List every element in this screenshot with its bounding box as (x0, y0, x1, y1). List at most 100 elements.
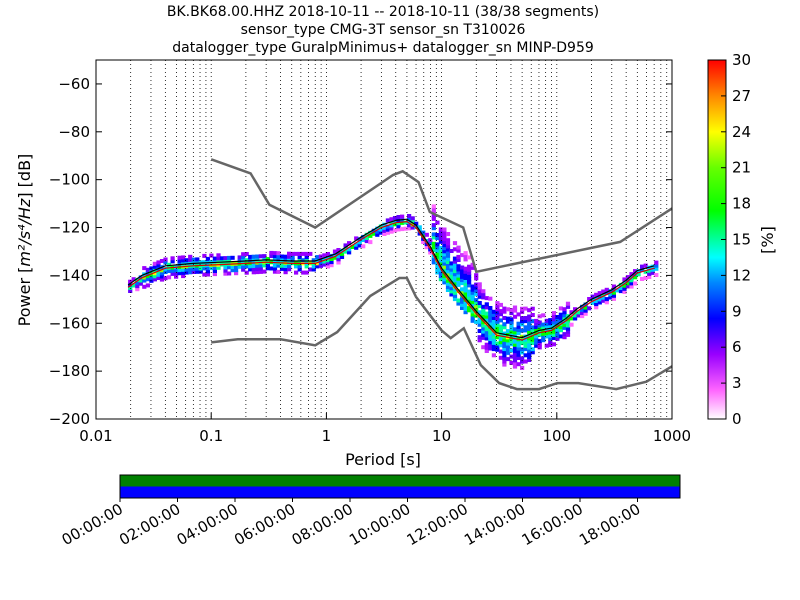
heat-cell (565, 304, 571, 309)
heat-cell (509, 329, 514, 334)
heat-cell (502, 309, 507, 314)
heat-cell (604, 287, 609, 292)
heat-cell (442, 255, 447, 260)
heat-cell (145, 283, 150, 288)
heat-cell (287, 257, 292, 262)
heat-cell (470, 300, 475, 305)
heat-cell (502, 325, 507, 330)
heat-cell (481, 311, 486, 315)
heat-cell (495, 322, 500, 327)
heat-cell (279, 263, 285, 268)
heat-cell (223, 271, 228, 276)
heat-cell (544, 325, 549, 329)
heat-cell (209, 253, 214, 258)
heat-cell (512, 333, 518, 338)
heat-cell (244, 264, 249, 269)
heat-cell (512, 330, 518, 335)
heat-cell (491, 322, 496, 327)
heat-cell (170, 256, 175, 261)
heat-cell (442, 261, 447, 266)
heat-cell (128, 289, 133, 293)
heat-cell (460, 281, 465, 286)
heat-cell (177, 271, 182, 276)
heat-cell (495, 344, 500, 349)
heat-cell (445, 275, 451, 280)
heat-cell (449, 289, 454, 294)
heat-cell (502, 337, 507, 342)
heat-cell (491, 331, 496, 336)
heat-cell (149, 278, 154, 283)
heat-cell (488, 312, 493, 317)
heat-cell (364, 239, 369, 244)
heat-cell (488, 315, 493, 320)
heat-cell (467, 264, 472, 269)
heat-cell (523, 325, 528, 330)
heat-cell (262, 263, 267, 268)
heat-cell (512, 361, 518, 366)
y-tick-label: −60 (58, 75, 90, 93)
heat-cell (481, 307, 486, 312)
heat-cell (223, 268, 228, 273)
heat-cell (188, 267, 193, 272)
heat-cell (272, 251, 278, 256)
heat-cell (541, 338, 546, 343)
heat-cell (509, 326, 514, 331)
heat-cell (527, 323, 532, 328)
heat-cell (336, 260, 341, 265)
heat-cell (460, 253, 465, 258)
heat-cell (565, 323, 571, 328)
heat-cell (594, 302, 599, 307)
heat-cell (495, 319, 500, 324)
heat-cell (523, 344, 528, 348)
heat-cell (618, 282, 624, 287)
heat-cell (322, 259, 327, 264)
heat-cell (241, 258, 246, 263)
colorbar-tick-label: 3 (732, 374, 742, 392)
heat-cell (505, 316, 511, 321)
noise-model-lines (127, 158, 673, 391)
mode-line (127, 218, 655, 339)
heat-cell (283, 264, 288, 268)
heat-cell (633, 281, 638, 286)
heat-cell (622, 280, 627, 285)
heat-cell (463, 254, 468, 259)
heat-cell (537, 332, 542, 337)
heat-cell (166, 269, 172, 273)
heat-cell (400, 214, 405, 219)
heat-cell (431, 244, 436, 249)
heat-cell (583, 302, 588, 307)
heat-cell (534, 340, 539, 345)
heat-cell (234, 271, 239, 276)
heat-cell (435, 245, 440, 250)
heat-cell (452, 269, 458, 274)
heat-cell (534, 337, 539, 342)
colorbar-tick-label: 18 (732, 195, 751, 213)
heat-cell (548, 333, 553, 338)
heat-cell (477, 304, 482, 309)
heat-cell (456, 258, 461, 262)
heat-cell (622, 289, 627, 294)
heat-cell (452, 278, 458, 283)
heat-cell (442, 227, 447, 232)
heat-cell (622, 286, 627, 291)
heat-cell (311, 264, 316, 269)
heat-cell (470, 315, 475, 320)
heat-cell (308, 251, 313, 256)
heat-cell (470, 284, 475, 289)
heat-cell (495, 329, 500, 334)
heat-cell (347, 241, 352, 246)
heat-cell (484, 317, 489, 322)
heat-cell (435, 220, 440, 225)
heat-cell (484, 333, 489, 338)
heat-cell (205, 256, 210, 261)
heat-cell (583, 308, 588, 313)
heat-cell (594, 305, 599, 310)
heat-cell (484, 311, 489, 316)
heat-cell (315, 255, 320, 260)
heat-cell (650, 267, 655, 272)
heat-cell (481, 345, 486, 350)
heat-cell (516, 331, 521, 336)
heat-cell (445, 232, 451, 236)
heat-cell (467, 267, 472, 272)
y-tick-label: −100 (49, 171, 90, 189)
